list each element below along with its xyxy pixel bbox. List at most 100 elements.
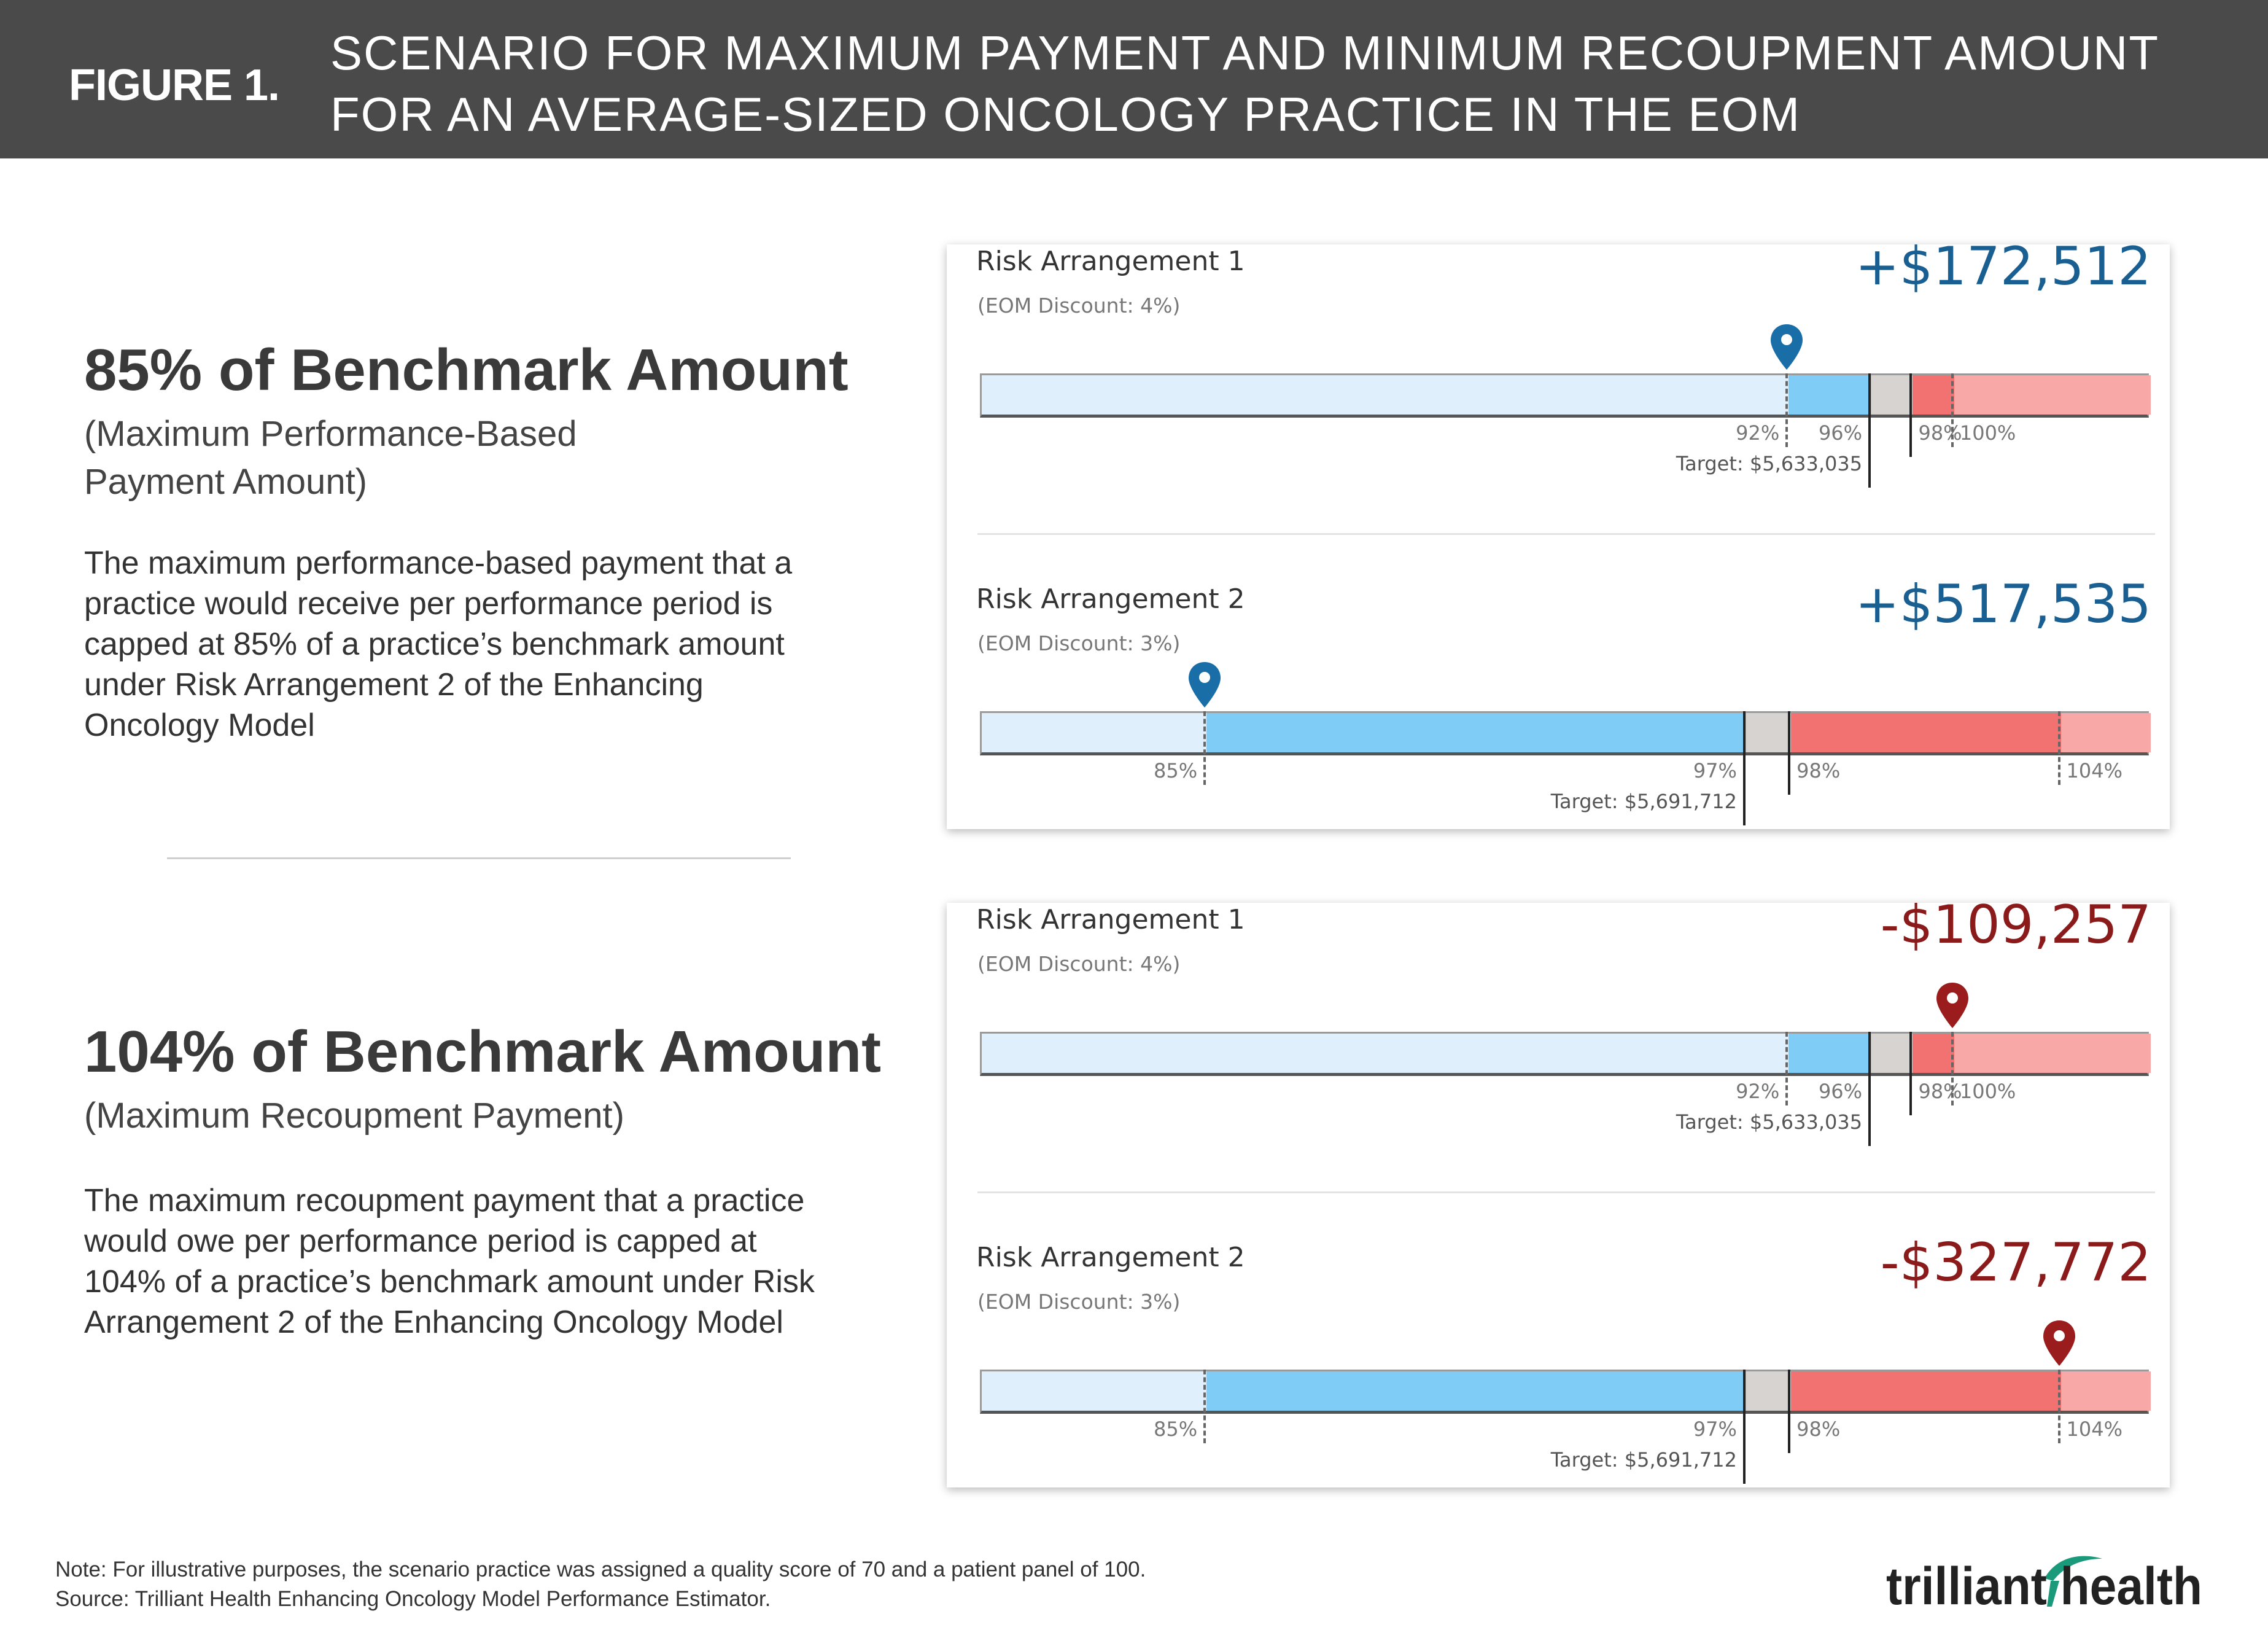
footnote: Note: For illustrative purposes, the sce… bbox=[55, 1555, 1146, 1614]
eom-discount-label: (EOM Discount: 3%) bbox=[977, 631, 1181, 655]
threshold-label: 104% bbox=[2066, 759, 2123, 782]
target-amount-label: Target: $5,633,035 bbox=[1676, 1110, 1863, 1134]
scale-segment bbox=[982, 375, 1789, 415]
figure-header: FIGURE 1. SCENARIO FOR MAXIMUM PAYMENT A… bbox=[0, 0, 2268, 158]
panel-separator bbox=[977, 533, 2155, 535]
scale-segment bbox=[982, 1034, 1789, 1073]
threshold-dashed-line bbox=[1951, 1032, 1954, 1105]
description-line: practice would receive per performance p… bbox=[84, 586, 773, 622]
threshold-label: 104% bbox=[2066, 1417, 2123, 1441]
payment-amount: +$172,512 bbox=[1855, 236, 2151, 297]
threshold-label: 85% bbox=[1154, 1417, 1198, 1441]
description-line: would owe per performance period is capp… bbox=[84, 1223, 757, 1259]
eom-discount-label: (EOM Discount: 3%) bbox=[977, 1290, 1181, 1314]
threshold-label: 85% bbox=[1154, 759, 1198, 782]
risk-arrangement-panel: Risk Arrangement 2 (EOM Discount: 3%) -$32… bbox=[947, 1232, 2170, 1523]
threshold-label: 97% bbox=[1693, 759, 1737, 782]
section-subheading: (Maximum Recoupment Payment) bbox=[84, 1092, 882, 1140]
description-line: The maximum performance-based payment th… bbox=[84, 545, 793, 581]
location-pin-icon bbox=[1189, 662, 1221, 708]
scale-segment bbox=[1788, 375, 1872, 415]
scale-segment bbox=[2060, 1371, 2151, 1411]
scale-segment bbox=[1871, 375, 1913, 415]
scale-segment bbox=[1746, 1371, 1792, 1411]
threshold-label: 98% bbox=[1796, 759, 1841, 782]
location-pin-icon bbox=[1771, 324, 1803, 370]
figure-label: FIGURE 1. bbox=[69, 61, 280, 110]
threshold-dashed-line bbox=[1951, 373, 1954, 447]
panel-separator bbox=[977, 1191, 2155, 1193]
threshold-dashed-line bbox=[2057, 711, 2060, 785]
scale-segment bbox=[1913, 375, 1954, 415]
threshold-label: 98% bbox=[1796, 1417, 1841, 1441]
scale-segment bbox=[1746, 713, 1792, 752]
scale-segment bbox=[1206, 1371, 1746, 1411]
section-description: The maximum performance-based payment th… bbox=[84, 543, 882, 746]
threshold-label: 98% bbox=[1918, 421, 1962, 445]
threshold-label: 100% bbox=[1959, 1080, 2016, 1103]
scale-segment bbox=[1788, 1034, 1872, 1073]
scale-segment bbox=[1791, 713, 2061, 752]
risk-arrangement-title: Risk Arrangement 1 bbox=[976, 904, 1245, 935]
payment-amount: +$517,535 bbox=[1855, 574, 2151, 635]
benchmark-scale-bar bbox=[980, 373, 2151, 418]
section-subheading: (Maximum Performance-Based Payment Amoun… bbox=[84, 410, 882, 506]
scale-segment bbox=[1791, 1371, 2061, 1411]
threshold-dashed-line bbox=[1785, 373, 1788, 447]
section-description: The maximum recoupment payment that a pr… bbox=[84, 1180, 882, 1343]
logo-swoosh-tail bbox=[2047, 1581, 2059, 1607]
scale-segment bbox=[1206, 713, 1746, 752]
threshold-label: 98% bbox=[1918, 1080, 1962, 1103]
payment-amount: -$327,772 bbox=[1880, 1232, 2151, 1293]
target-amount-label: Target: $5,691,712 bbox=[1550, 1448, 1737, 1472]
threshold-label: 97% bbox=[1693, 1417, 1737, 1441]
threshold-solid-line bbox=[1868, 1032, 1871, 1146]
logo-wordmark: trilliant health bbox=[1886, 1557, 2202, 1616]
description-line: Oncology Model bbox=[84, 708, 315, 743]
description-line: Arrangement 2 of the Enhancing Oncology … bbox=[84, 1304, 783, 1340]
scale-segment bbox=[1954, 1034, 2151, 1073]
threshold-dashed-line bbox=[1785, 1032, 1788, 1105]
estimator-card: Risk Arrangement 1 (EOM Discount: 4%) +$17… bbox=[947, 236, 2170, 829]
threshold-label: 92% bbox=[1736, 421, 1780, 445]
risk-arrangement-panel: Risk Arrangement 2 (EOM Discount: 3%) +$51… bbox=[947, 574, 2170, 865]
footnote-source: Source: Trilliant Health Enhancing Oncol… bbox=[55, 1587, 771, 1611]
threshold-label: 96% bbox=[1818, 421, 1863, 445]
section-104-percent: 104% of Benchmark Amount (Maximum Recoup… bbox=[84, 1018, 882, 1343]
risk-arrangement-title: Risk Arrangement 2 bbox=[976, 583, 1245, 615]
risk-arrangement-title: Risk Arrangement 2 bbox=[976, 1242, 1245, 1273]
threshold-solid-line bbox=[1742, 711, 1746, 825]
benchmark-scale-bar bbox=[980, 1032, 2151, 1076]
description-line: under Risk Arrangement 2 of the Enhancin… bbox=[84, 667, 704, 703]
description-line: 104% of a practice’s benchmark amount un… bbox=[84, 1264, 815, 1300]
figure-title: SCENARIO FOR MAXIMUM PAYMENT AND MINIMUM… bbox=[330, 22, 2159, 145]
threshold-solid-line bbox=[1788, 1370, 1791, 1453]
threshold-solid-line bbox=[1788, 711, 1791, 795]
estimator-card: Risk Arrangement 1 (EOM Discount: 4%) -$10… bbox=[947, 894, 2170, 1487]
threshold-label: 96% bbox=[1818, 1080, 1863, 1103]
figure-title-line-2: FOR AN AVERAGE-SIZED ONCOLOGY PRACTICE I… bbox=[330, 87, 1801, 141]
threshold-label: 92% bbox=[1736, 1080, 1780, 1103]
threshold-dashed-line bbox=[1203, 1370, 1206, 1443]
scale-segment bbox=[1871, 1034, 1913, 1073]
scale-segment bbox=[1913, 1034, 1954, 1073]
logo-swoosh bbox=[2045, 1556, 2102, 1581]
section-heading: 104% of Benchmark Amount bbox=[84, 1019, 882, 1085]
subheading-line: Payment Amount) bbox=[84, 462, 367, 502]
target-amount-label: Target: $5,633,035 bbox=[1676, 452, 1863, 475]
eom-discount-label: (EOM Discount: 4%) bbox=[977, 294, 1181, 318]
subheading-line: (Maximum Performance-Based bbox=[84, 414, 577, 454]
target-amount-label: Target: $5,691,712 bbox=[1550, 790, 1737, 813]
payment-amount: -$109,257 bbox=[1880, 894, 2151, 956]
benchmark-scale-bar bbox=[980, 711, 2151, 755]
figure-title-line-1: SCENARIO FOR MAXIMUM PAYMENT AND MINIMUM… bbox=[330, 26, 2160, 80]
risk-arrangement-title: Risk Arrangement 1 bbox=[976, 246, 1245, 277]
description-line: capped at 85% of a practice’s benchmark … bbox=[84, 626, 785, 662]
threshold-dashed-line bbox=[1203, 711, 1206, 785]
scale-segment bbox=[982, 1371, 1207, 1411]
benchmark-scale-bar bbox=[980, 1370, 2151, 1414]
trilliant-health-logo: trilliant health bbox=[1886, 1556, 2202, 1616]
location-pin-icon bbox=[2043, 1320, 2075, 1366]
threshold-solid-line bbox=[1742, 1370, 1746, 1484]
threshold-solid-line bbox=[1868, 373, 1871, 488]
